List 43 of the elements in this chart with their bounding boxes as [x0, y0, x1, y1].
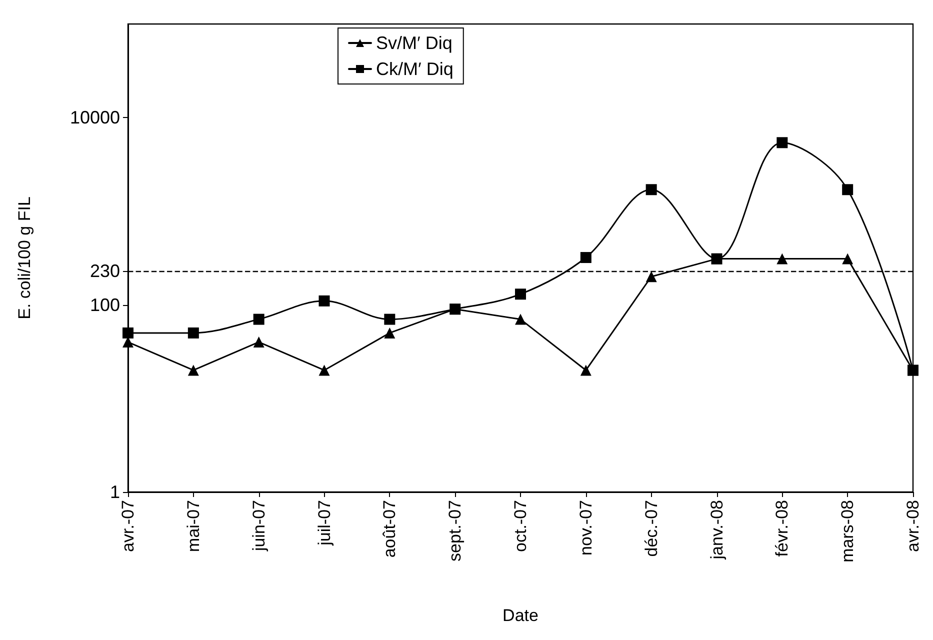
legend-label: Sv/M′ Diq — [376, 33, 452, 53]
point — [318, 295, 330, 306]
x-tick-label: juil-07 — [314, 500, 334, 546]
x-tick-label: août-07 — [380, 500, 400, 558]
y-tick-label: 230 — [90, 260, 120, 281]
x-tick-label: mai-07 — [184, 500, 203, 552]
point — [580, 364, 592, 376]
point — [384, 327, 396, 338]
x-tick-label: juin-07 — [249, 500, 268, 552]
x-tick-label: avr.-08 — [904, 500, 922, 552]
point — [450, 304, 461, 315]
y-tick-label: 100 — [90, 294, 120, 315]
x-axis-title: Date — [502, 606, 538, 625]
x-tick-label: oct.-07 — [511, 500, 530, 552]
point — [776, 137, 788, 148]
x-tick-label: févr.-08 — [772, 500, 792, 557]
point — [580, 252, 592, 264]
y-tick-label: 10000 — [70, 108, 120, 128]
point — [122, 327, 134, 338]
point — [318, 364, 330, 376]
point — [188, 364, 199, 376]
point — [515, 288, 526, 300]
x-tick-label: janv.-08 — [707, 500, 726, 560]
y-tick-label: 1 — [110, 482, 120, 502]
point — [711, 253, 722, 264]
point — [842, 184, 854, 196]
legend-label: Ck/M′ Diq — [376, 59, 454, 79]
x-tick-label: déc.-07 — [642, 500, 661, 557]
x-tick-label: nov.-07 — [576, 500, 596, 556]
point — [122, 336, 134, 348]
point — [253, 336, 264, 348]
point — [384, 314, 396, 325]
point — [515, 314, 526, 325]
point — [776, 253, 788, 264]
point — [646, 271, 657, 282]
x-tick-label: mars-08 — [838, 500, 858, 562]
point — [253, 314, 264, 325]
point — [842, 253, 854, 264]
point — [188, 327, 199, 338]
point — [646, 184, 657, 196]
x-tick-label: sept.-07 — [446, 500, 465, 562]
x-tick-label: avr.-07 — [118, 500, 138, 552]
y-axis-title: E. coli/100 g FIL — [15, 196, 34, 320]
